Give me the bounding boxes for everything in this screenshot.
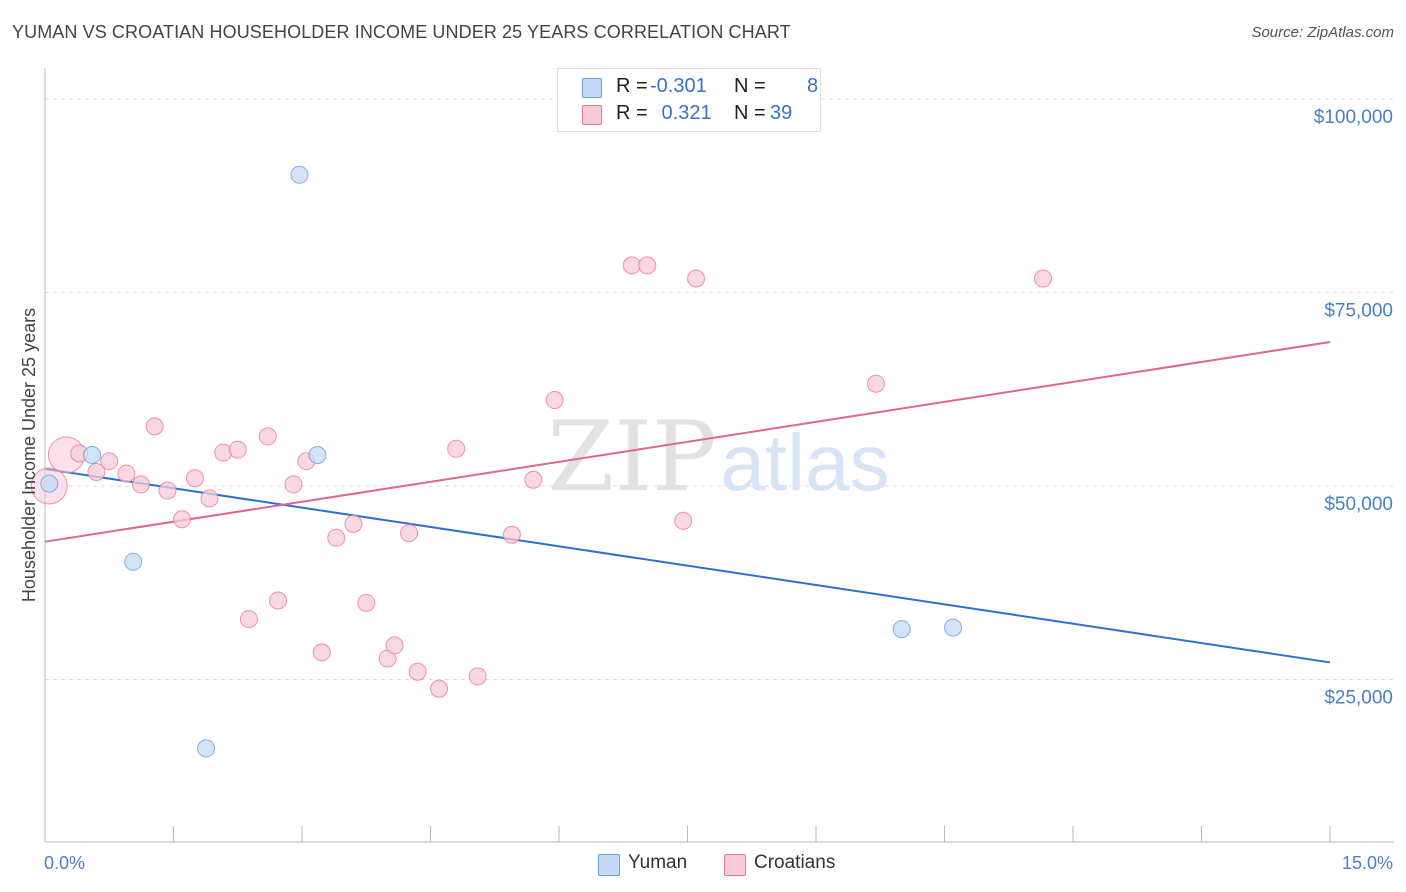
- y-tick-label: $25,000: [1324, 687, 1393, 708]
- yuman-point: [290, 165, 309, 184]
- croatians-point: [173, 510, 192, 529]
- source-label: Source: ZipAtlas.com: [1251, 24, 1394, 41]
- croatians-point: [447, 439, 466, 458]
- watermark-zip: ZIP: [547, 401, 716, 513]
- r-label: R =: [616, 75, 648, 97]
- croatians-point: [687, 269, 706, 288]
- yuman-point: [944, 618, 963, 637]
- croatians-point: [400, 524, 419, 543]
- r-value: -0.301: [650, 75, 707, 97]
- croatians-point: [468, 667, 487, 686]
- croatians-point: [408, 662, 427, 681]
- yuman-trend-line: [44, 467, 1331, 664]
- y-tick-label: $100,000: [1314, 107, 1393, 128]
- r-value: 0.321: [656, 102, 712, 124]
- croatians-point: [131, 475, 150, 494]
- croatians-point: [284, 475, 303, 494]
- r-label: R =: [616, 102, 648, 124]
- croatians-point: [638, 256, 657, 275]
- croatians-legend-swatch: [724, 854, 746, 876]
- croatians-point: [87, 463, 106, 482]
- croatians-point: [258, 427, 277, 446]
- croatians-point: [145, 417, 164, 436]
- croatians-point: [185, 469, 204, 488]
- watermark: ZIP atlas: [547, 401, 889, 513]
- gridlines: [45, 98, 1394, 680]
- n-label: N =: [734, 75, 766, 97]
- x-tick-label: 0.0%: [44, 853, 85, 873]
- yuman-point: [197, 739, 216, 758]
- croatians-point: [239, 610, 258, 629]
- croatians-point: [228, 440, 247, 459]
- axis-labels: $25,000 $50,000 $75,000 $100,000 0.0% 15.0% Ho…: [19, 107, 1393, 873]
- croatians-point: [327, 528, 346, 547]
- croatians-point: [502, 525, 521, 544]
- y-tick-label: $50,000: [1324, 494, 1393, 515]
- croatians-point: [312, 643, 331, 662]
- croatians-point: [100, 452, 119, 471]
- yuman-point: [892, 620, 911, 639]
- croatians-legend-label: Croatians: [754, 852, 836, 873]
- croatians-point: [117, 464, 136, 483]
- croatians-point: [357, 593, 376, 612]
- croatians-point: [866, 374, 885, 393]
- croatians-point: [344, 514, 363, 533]
- n-label: N =: [734, 102, 766, 124]
- yuman-point: [308, 446, 327, 464]
- croatians-point: [200, 489, 219, 508]
- data-points: [30, 165, 1053, 758]
- x-tick-label: 15.0%: [1342, 853, 1393, 873]
- croatians-point: [674, 511, 693, 530]
- croatians-point: [269, 591, 288, 610]
- yuman-legend-label: Yuman: [628, 852, 688, 873]
- y-axis-title: Householder Income Under 25 years: [19, 308, 39, 602]
- croatians-point: [1034, 269, 1053, 288]
- croatians-point: [430, 679, 449, 698]
- stats-legend: R = -0.301 N = 8 R = 0.321 N = 39: [557, 68, 821, 132]
- yuman-point: [124, 552, 143, 571]
- watermark-atlas: atlas: [721, 418, 890, 507]
- croatians-point: [622, 256, 641, 275]
- croatians-point: [158, 481, 177, 500]
- croatians-trend-line: [44, 341, 1331, 543]
- yuman-legend-swatch: [598, 854, 620, 876]
- croatians-point: [545, 391, 564, 410]
- axes: [44, 68, 1394, 843]
- y-tick-label: $75,000: [1324, 300, 1393, 321]
- croatians-swatch: [582, 105, 602, 125]
- yuman-point: [40, 474, 59, 493]
- yuman-point: [83, 446, 102, 464]
- croatians-point: [214, 443, 233, 462]
- croatians-point: [524, 470, 543, 489]
- yuman-swatch: [582, 78, 602, 98]
- trend-lines: [44, 341, 1331, 664]
- chart-title: YUMAN VS CROATIAN HOUSEHOLDER INCOME UND…: [12, 22, 791, 42]
- croatians-point: [385, 636, 404, 655]
- n-value: 8: [807, 75, 819, 97]
- n-value: 39: [770, 102, 793, 124]
